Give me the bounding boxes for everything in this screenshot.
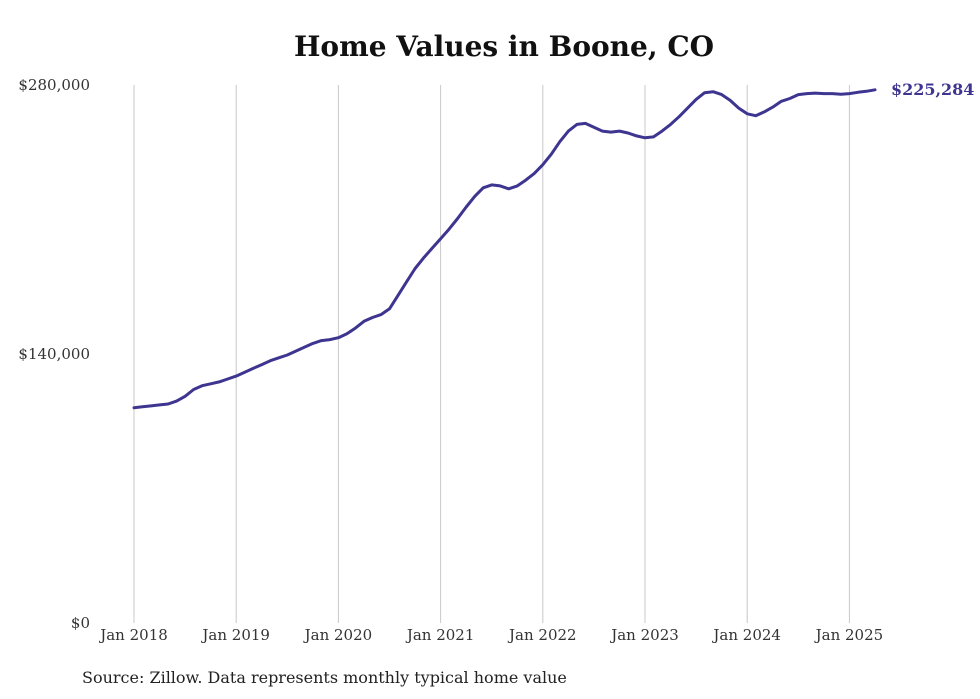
source-note: Source: Zillow. Data represents monthly … <box>82 668 567 687</box>
y-axis-ticks: $0 $140,000 $280,000 <box>18 76 90 632</box>
series-line <box>132 88 877 410</box>
x-tick-label: Jan 2018 <box>98 626 168 644</box>
chart-title: Home Values in Boone, CO <box>293 30 715 63</box>
x-axis-ticks: Jan 2018 Jan 2019 Jan 2020 Jan 2021 Jan 2022… <box>98 626 883 644</box>
x-tick-label: Jan 2025 <box>814 626 884 644</box>
x-tick-label: Jan 2020 <box>303 626 373 644</box>
x-tick-label: Jan 2019 <box>200 626 270 644</box>
gridlines <box>133 85 850 623</box>
x-tick-label: Jan 2021 <box>405 626 475 644</box>
x-tick-label: Jan 2023 <box>609 626 679 644</box>
x-tick-label: Jan 2024 <box>711 626 781 644</box>
y-tick-label: $140,000 <box>18 345 90 363</box>
y-tick-label: $280,000 <box>18 76 90 94</box>
x-tick-label: Jan 2022 <box>507 626 577 644</box>
y-tick-label: $0 <box>71 614 90 632</box>
end-value-label: $225,284 <box>891 80 975 99</box>
